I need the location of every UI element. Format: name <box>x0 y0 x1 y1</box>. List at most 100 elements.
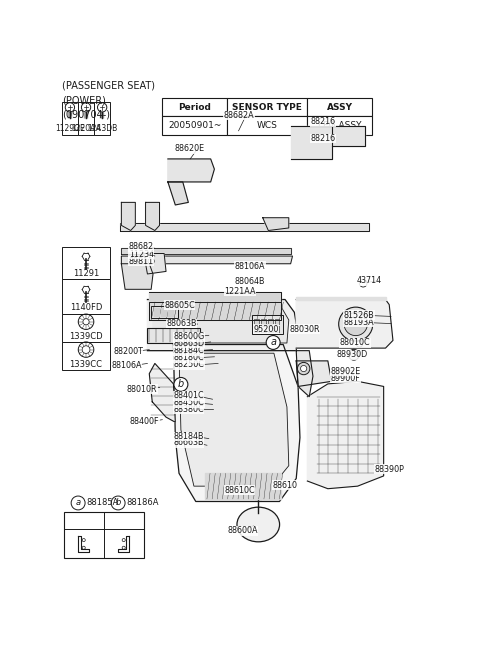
Text: 88184C: 88184C <box>173 346 204 355</box>
Text: 88400F: 88400F <box>130 417 159 426</box>
Bar <box>254 327 259 332</box>
Text: 88610: 88610 <box>273 481 298 489</box>
Text: 88610C: 88610C <box>225 486 255 495</box>
Text: 88193A: 88193A <box>344 318 374 327</box>
Bar <box>147 327 200 343</box>
Text: 88605C: 88605C <box>164 301 195 309</box>
Text: a: a <box>270 337 276 347</box>
Bar <box>64 512 144 558</box>
Text: 20050901~: 20050901~ <box>168 122 222 130</box>
Polygon shape <box>307 381 384 489</box>
Circle shape <box>356 341 362 347</box>
Text: b: b <box>115 499 121 507</box>
Circle shape <box>252 491 256 496</box>
Text: b: b <box>178 379 184 389</box>
Circle shape <box>148 258 154 264</box>
Polygon shape <box>121 203 135 230</box>
Circle shape <box>298 363 310 374</box>
Circle shape <box>266 335 280 349</box>
Bar <box>252 315 283 334</box>
Text: (POWER): (POWER) <box>62 95 106 105</box>
Bar <box>307 116 372 135</box>
Bar <box>62 342 110 370</box>
Polygon shape <box>149 292 281 302</box>
Text: 1220AA: 1220AA <box>71 124 101 133</box>
Bar <box>62 248 110 279</box>
Text: 88185A: 88185A <box>87 499 119 507</box>
Text: 88620E: 88620E <box>175 144 204 153</box>
Polygon shape <box>263 218 289 230</box>
Text: 88063B: 88063B <box>166 319 196 328</box>
Text: 86863D: 86863D <box>173 339 204 348</box>
Text: 88380C: 88380C <box>173 405 204 414</box>
Text: 88682: 88682 <box>129 242 154 252</box>
Bar <box>228 98 307 116</box>
Text: 88401C: 88401C <box>173 391 204 400</box>
Polygon shape <box>205 473 281 499</box>
Polygon shape <box>120 223 369 230</box>
Text: 88390P: 88390P <box>374 465 404 474</box>
Circle shape <box>174 377 188 391</box>
Text: 11291: 11291 <box>73 269 99 278</box>
Polygon shape <box>121 248 290 254</box>
Text: Period: Period <box>179 102 211 112</box>
Polygon shape <box>147 299 298 351</box>
Text: (PASSENGER SEAT): (PASSENGER SEAT) <box>62 81 155 91</box>
Polygon shape <box>173 345 300 501</box>
Text: 88930D: 88930D <box>336 350 367 359</box>
Text: 88064B: 88064B <box>235 277 265 286</box>
Text: 88030R: 88030R <box>289 325 320 334</box>
Polygon shape <box>296 299 393 348</box>
Text: 88216: 88216 <box>311 134 336 143</box>
Polygon shape <box>121 264 153 290</box>
Text: 1243DB: 1243DB <box>87 124 117 133</box>
Text: 1140FD: 1140FD <box>70 303 102 312</box>
Text: 88600A: 88600A <box>228 526 258 535</box>
Polygon shape <box>179 353 289 486</box>
Bar <box>261 319 265 324</box>
Polygon shape <box>149 302 281 320</box>
Circle shape <box>339 307 373 341</box>
Text: 88180C: 88180C <box>173 353 204 363</box>
Polygon shape <box>153 307 289 343</box>
Bar <box>307 98 372 116</box>
Text: 88106A: 88106A <box>111 361 142 370</box>
Polygon shape <box>296 351 313 396</box>
Polygon shape <box>296 361 332 386</box>
Bar <box>254 319 259 324</box>
Bar <box>62 314 110 342</box>
Text: 1339CC: 1339CC <box>70 360 103 369</box>
Bar <box>62 279 110 314</box>
Bar <box>228 116 307 135</box>
Bar <box>268 319 273 324</box>
Bar <box>78 102 94 135</box>
Polygon shape <box>121 256 292 264</box>
Text: 88250C: 88250C <box>173 361 204 369</box>
Bar <box>162 98 228 116</box>
Text: SENSOR TYPE: SENSOR TYPE <box>232 102 302 112</box>
Text: 1221AA: 1221AA <box>225 287 256 296</box>
Polygon shape <box>144 254 166 274</box>
Polygon shape <box>161 307 166 316</box>
Text: 88450C: 88450C <box>173 398 204 407</box>
Text: 89900F: 89900F <box>331 374 360 382</box>
Text: 88200T: 88200T <box>113 347 143 356</box>
Text: 88010R: 88010R <box>127 384 157 394</box>
Polygon shape <box>168 159 215 182</box>
Text: 81526B: 81526B <box>344 311 374 320</box>
Text: 88682A: 88682A <box>224 111 254 120</box>
Bar <box>151 306 178 318</box>
Polygon shape <box>168 182 188 205</box>
Bar <box>268 327 273 332</box>
Bar <box>261 327 265 332</box>
Circle shape <box>348 349 360 360</box>
Text: 1129GE: 1129GE <box>55 124 85 133</box>
Polygon shape <box>332 125 365 146</box>
Text: 11234: 11234 <box>129 250 154 258</box>
Polygon shape <box>145 203 159 230</box>
Circle shape <box>344 313 367 335</box>
Circle shape <box>300 365 307 372</box>
Text: 1339CD: 1339CD <box>69 333 103 341</box>
Text: a: a <box>75 499 81 507</box>
Text: 88106A: 88106A <box>235 262 265 271</box>
